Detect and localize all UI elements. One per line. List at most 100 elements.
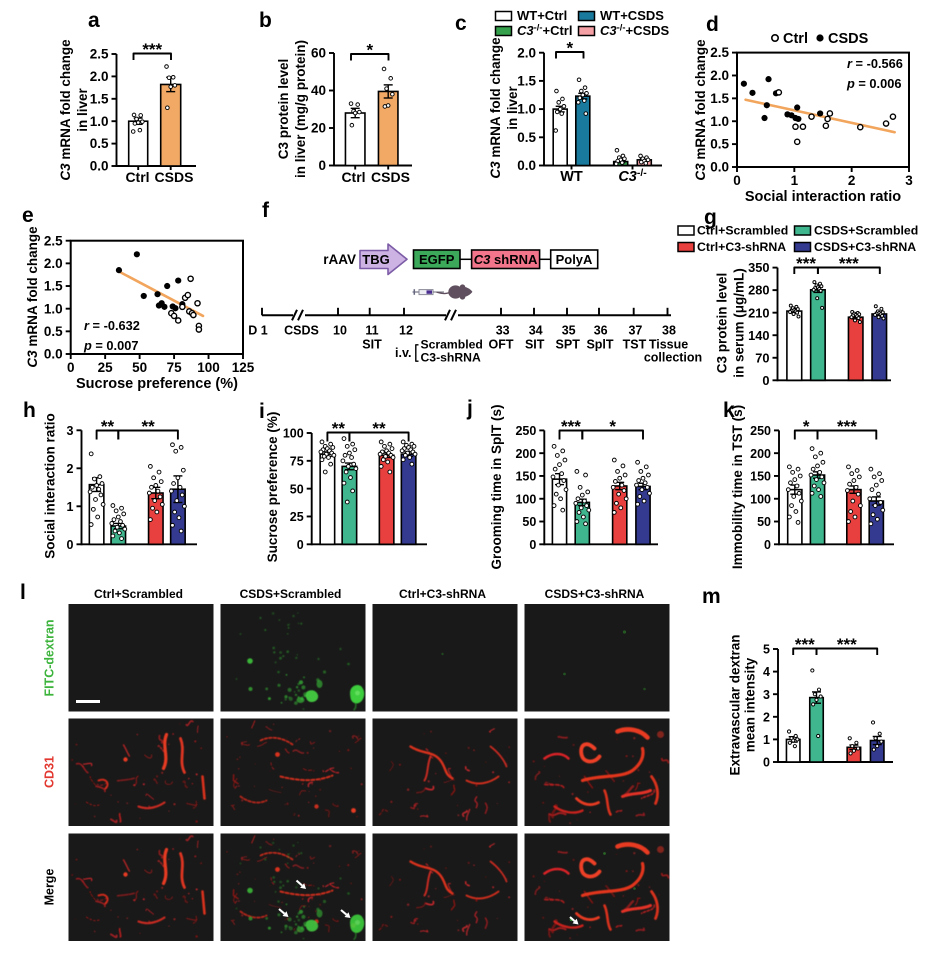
svg-text:2: 2 — [763, 710, 770, 724]
svg-text:SIT: SIT — [525, 337, 545, 351]
svg-text:Ctrl+C3-shRNA: Ctrl+C3-shRNA — [399, 587, 486, 601]
svg-text:Sucrose preference (%): Sucrose preference (%) — [76, 376, 238, 392]
svg-text:100: 100 — [283, 427, 304, 441]
svg-text:1.0: 1.0 — [90, 114, 109, 129]
svg-text:11: 11 — [365, 324, 378, 338]
svg-text:CSDS: CSDS — [284, 324, 319, 338]
svg-text:70: 70 — [755, 350, 769, 365]
svg-text:0.5: 0.5 — [90, 136, 109, 151]
svg-text:*: * — [566, 39, 573, 58]
svg-text:100: 100 — [515, 492, 536, 506]
svg-text:0.0: 0.0 — [710, 160, 729, 175]
svg-text:12: 12 — [399, 324, 413, 338]
svg-text:1.5: 1.5 — [710, 91, 729, 106]
svg-text:***: *** — [796, 254, 816, 273]
svg-text:38: 38 — [662, 324, 676, 338]
svg-text:h: h — [23, 399, 36, 422]
svg-text:35: 35 — [562, 324, 576, 338]
svg-text:140: 140 — [748, 328, 769, 343]
svg-text:100: 100 — [197, 360, 220, 375]
svg-text:Ctrl+Scrambled: Ctrl+Scrambled — [94, 587, 183, 601]
svg-text:r = -0.632: r = -0.632 — [84, 318, 140, 333]
svg-text:40: 40 — [311, 83, 326, 98]
svg-text:Grooming time in SplT (s): Grooming time in SplT (s) — [489, 405, 504, 570]
svg-text:1.5: 1.5 — [90, 91, 109, 106]
svg-text:280: 280 — [748, 283, 769, 298]
svg-text:r = -0.566: r = -0.566 — [847, 56, 903, 71]
svg-text:0: 0 — [529, 538, 536, 552]
svg-text:4: 4 — [763, 665, 770, 679]
svg-text:2.0: 2.0 — [44, 256, 63, 271]
svg-text:2: 2 — [848, 173, 856, 188]
svg-text:i: i — [259, 400, 265, 423]
svg-text:0: 0 — [67, 538, 74, 552]
svg-text:Social interaction ratio: Social interaction ratio — [745, 189, 901, 205]
svg-text:WT: WT — [560, 169, 583, 185]
svg-text:C3-/-+Ctrl: C3-/-+Ctrl — [517, 21, 572, 38]
svg-text:**: ** — [372, 419, 386, 438]
svg-text:***: *** — [837, 635, 857, 654]
svg-text:C3-shRNA: C3-shRNA — [421, 351, 481, 365]
svg-text:PolyA: PolyA — [556, 252, 593, 267]
svg-text:3: 3 — [67, 424, 74, 438]
svg-text:***: *** — [142, 40, 162, 59]
svg-text:20: 20 — [311, 121, 326, 136]
svg-text:C3 mRNA fold change: C3 mRNA fold change — [25, 226, 40, 368]
svg-text:1: 1 — [67, 500, 74, 514]
svg-text:C3-/-+CSDS: C3-/-+CSDS — [600, 21, 670, 38]
svg-text:200: 200 — [515, 447, 536, 461]
svg-text:collection: collection — [644, 351, 702, 365]
svg-text:SPT: SPT — [556, 337, 581, 351]
svg-text:150: 150 — [515, 470, 536, 484]
svg-text:in liver: in liver — [75, 88, 90, 132]
svg-text:50: 50 — [290, 482, 304, 496]
svg-text:Scrambled: Scrambled — [421, 337, 483, 351]
svg-text:33: 33 — [496, 324, 510, 338]
svg-text:60: 60 — [311, 46, 326, 61]
svg-text:m: m — [702, 585, 721, 608]
svg-text:in liver: in liver — [505, 86, 520, 130]
svg-text:200: 200 — [750, 447, 771, 461]
svg-text:***: *** — [561, 417, 581, 436]
svg-text:TBG: TBG — [362, 252, 389, 267]
svg-text:CSDS+Scrambled: CSDS+Scrambled — [240, 587, 342, 601]
svg-text:i.v.: i.v. — [395, 346, 411, 360]
svg-text:25: 25 — [98, 360, 114, 375]
svg-text:Sucrose preference (%): Sucrose preference (%) — [265, 412, 280, 563]
svg-text:0.5: 0.5 — [517, 130, 536, 145]
svg-text:Ctrl+C3-shRNA: Ctrl+C3-shRNA — [697, 240, 786, 254]
svg-text:2.5: 2.5 — [44, 233, 63, 248]
svg-text:*: * — [803, 417, 810, 436]
svg-text:3: 3 — [763, 688, 770, 702]
svg-text:0: 0 — [318, 158, 326, 173]
svg-text:36: 36 — [594, 324, 608, 338]
svg-text:TST: TST — [623, 337, 647, 351]
svg-text:**: ** — [101, 417, 115, 436]
svg-text:**: ** — [332, 419, 346, 438]
svg-text:0: 0 — [733, 173, 741, 188]
svg-text:FITC-dextran: FITC-dextran — [43, 619, 57, 696]
svg-text:d: d — [706, 13, 719, 36]
svg-text:WT+Ctrl: WT+Ctrl — [517, 8, 567, 23]
svg-text:2: 2 — [67, 462, 74, 476]
svg-text:Immobility time in TST (s): Immobility time in TST (s) — [730, 405, 745, 569]
svg-text:125: 125 — [232, 360, 255, 375]
svg-text:OFT: OFT — [489, 337, 514, 351]
svg-text:CSDS+C3-shRNA: CSDS+C3-shRNA — [545, 587, 645, 601]
svg-text:Ctrl: Ctrl — [783, 31, 808, 47]
svg-text:0.5: 0.5 — [44, 324, 63, 339]
svg-text:Social interaction ratio: Social interaction ratio — [43, 413, 58, 559]
svg-text:a: a — [88, 9, 100, 32]
svg-text:75: 75 — [167, 360, 183, 375]
svg-text:210: 210 — [748, 305, 769, 320]
svg-text:*: * — [609, 417, 616, 436]
svg-text:0: 0 — [764, 538, 771, 552]
svg-text:***: *** — [839, 254, 859, 273]
svg-text:***: *** — [795, 635, 815, 654]
svg-text:10: 10 — [333, 324, 347, 338]
svg-text:Ctrl: Ctrl — [125, 169, 149, 185]
svg-text:C3 shRNA: C3 shRNA — [474, 252, 538, 267]
svg-text:2.5: 2.5 — [710, 45, 729, 60]
svg-text:C3 mRNA fold change: C3 mRNA fold change — [58, 39, 73, 181]
svg-text:Tissue: Tissue — [649, 337, 688, 351]
